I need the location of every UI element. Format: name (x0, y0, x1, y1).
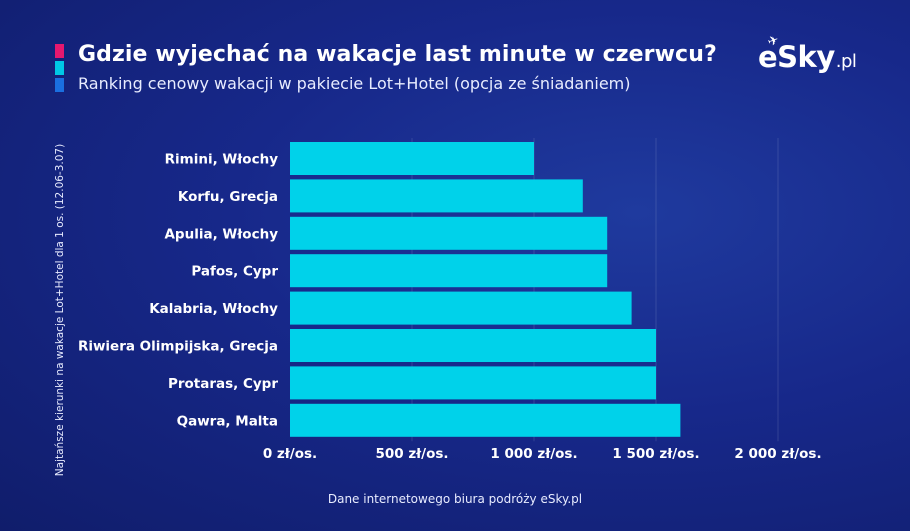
x-tick-label-0: 0 zł/os. (263, 446, 317, 462)
accent-bar-pink (55, 44, 64, 58)
bar-4 (290, 291, 632, 325)
accent-bar-blue (55, 78, 64, 92)
logo-name: eSky (758, 40, 835, 74)
bar-0 (290, 142, 534, 175)
category-label-4: Kalabria, Włochy (149, 301, 278, 317)
x-tick-label-2: 1 000 zł/os. (490, 446, 577, 462)
category-label-5: Riwiera Olimpijska, Grecja (78, 339, 278, 355)
bar-5 (290, 329, 656, 362)
logo-tld: .pl (835, 51, 857, 72)
source-note: Dane internetowego biura podróży eSky.pl (327, 492, 583, 506)
esky-logo: ✈ eSky .pl (758, 33, 857, 74)
bar-2 (290, 216, 608, 250)
bar-1 (290, 179, 583, 213)
accent-bars (55, 44, 64, 95)
logo-wordmark: ✈ eSky (758, 33, 835, 74)
category-label-7: Qawra, Malta (177, 413, 278, 429)
x-tick-label-1: 500 zł/os. (375, 446, 448, 462)
category-label-6: Protaras, Cypr (168, 376, 278, 392)
category-label-0: Rimini, Włochy (165, 152, 279, 168)
accent-bar-cyan (55, 61, 64, 75)
x-tick-label-4: 2 000 zł/os. (734, 446, 821, 462)
category-label-3: Pafos, Cypr (191, 264, 278, 280)
bar-3 (290, 254, 608, 288)
category-label-2: Apulia, Włochy (164, 226, 278, 242)
bar-6 (290, 366, 656, 400)
bar-7 (290, 403, 681, 437)
chart-subtitle: Ranking cenowy wakacji w pakiecie Lot+Ho… (78, 74, 631, 93)
chart-title: Gdzie wyjechać na wakacje last minute w … (78, 42, 717, 67)
x-tick-label-3: 1 500 zł/os. (612, 446, 699, 462)
category-label-1: Korfu, Grecja (178, 189, 278, 205)
